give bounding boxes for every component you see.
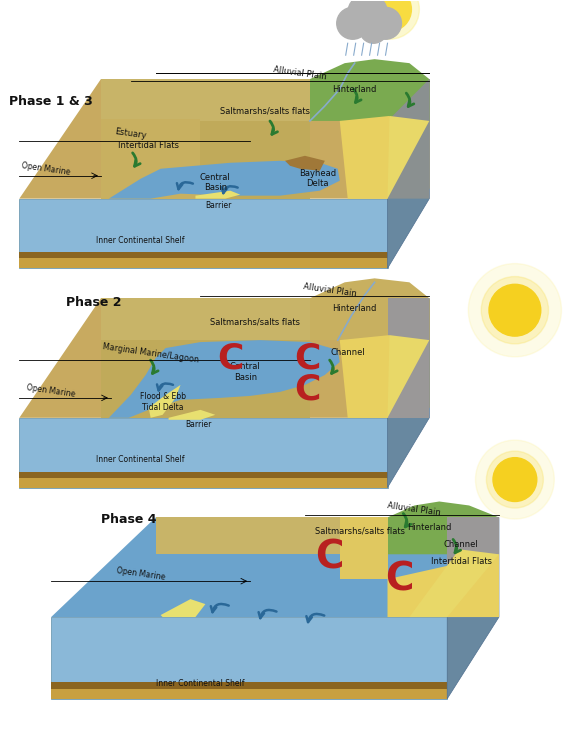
Polygon shape bbox=[409, 549, 499, 617]
Text: Saltmarshs/salts flats: Saltmarshs/salts flats bbox=[210, 318, 300, 327]
Text: Intertidal Flats: Intertidal Flats bbox=[431, 557, 492, 566]
Text: Hinterland: Hinterland bbox=[332, 304, 377, 313]
Polygon shape bbox=[101, 298, 310, 340]
Polygon shape bbox=[101, 79, 310, 121]
Polygon shape bbox=[19, 258, 387, 269]
Text: Barrier: Barrier bbox=[185, 421, 211, 429]
Polygon shape bbox=[51, 688, 447, 699]
Text: Central
Basin: Central Basin bbox=[200, 173, 231, 192]
Polygon shape bbox=[51, 517, 499, 617]
Text: Phase 4: Phase 4 bbox=[101, 513, 156, 526]
Polygon shape bbox=[51, 617, 447, 699]
Text: Alluvial Plain: Alluvial Plain bbox=[273, 65, 327, 81]
Polygon shape bbox=[310, 59, 429, 121]
Text: Saltmarshs/salts flats: Saltmarshs/salts flats bbox=[220, 106, 310, 115]
Text: Saltmarshs/salts flats: Saltmarshs/salts flats bbox=[315, 527, 405, 536]
Text: Open Marine: Open Marine bbox=[26, 383, 76, 399]
Polygon shape bbox=[109, 340, 340, 418]
Polygon shape bbox=[387, 554, 499, 617]
Polygon shape bbox=[447, 517, 499, 699]
Polygon shape bbox=[101, 121, 310, 199]
Text: Barrier: Barrier bbox=[205, 201, 231, 210]
Text: Phase 1 & 3: Phase 1 & 3 bbox=[9, 95, 93, 107]
Polygon shape bbox=[447, 517, 499, 617]
Polygon shape bbox=[387, 402, 429, 408]
Polygon shape bbox=[387, 298, 429, 418]
Text: Channel: Channel bbox=[330, 348, 365, 357]
Polygon shape bbox=[348, 335, 429, 418]
Polygon shape bbox=[195, 191, 240, 199]
Polygon shape bbox=[148, 385, 180, 418]
Text: Open Marine: Open Marine bbox=[21, 161, 71, 177]
Circle shape bbox=[337, 7, 368, 39]
Text: Intertidal Flats: Intertidal Flats bbox=[118, 142, 179, 150]
Text: Inner Continental Shelf: Inner Continental Shelf bbox=[96, 455, 185, 464]
Polygon shape bbox=[19, 418, 387, 487]
Polygon shape bbox=[340, 116, 390, 199]
Circle shape bbox=[360, 0, 419, 39]
Polygon shape bbox=[387, 501, 499, 554]
Polygon shape bbox=[160, 599, 205, 617]
Polygon shape bbox=[156, 517, 340, 554]
Circle shape bbox=[360, 15, 387, 43]
Polygon shape bbox=[101, 119, 201, 199]
Text: Marginal Marine/Lagoon: Marginal Marine/Lagoon bbox=[102, 342, 199, 364]
Circle shape bbox=[476, 440, 554, 519]
Polygon shape bbox=[285, 156, 325, 171]
Polygon shape bbox=[387, 298, 429, 487]
Polygon shape bbox=[19, 298, 429, 418]
Circle shape bbox=[468, 264, 562, 357]
Polygon shape bbox=[447, 601, 499, 607]
Polygon shape bbox=[387, 79, 429, 199]
Circle shape bbox=[493, 458, 537, 501]
Text: Open Marine: Open Marine bbox=[116, 567, 166, 582]
Text: Alluvial Plain: Alluvial Plain bbox=[303, 282, 357, 299]
Text: Inner Continental Shelf: Inner Continental Shelf bbox=[96, 236, 185, 245]
Polygon shape bbox=[387, 79, 429, 269]
Text: C: C bbox=[385, 560, 414, 598]
Polygon shape bbox=[348, 116, 429, 199]
Circle shape bbox=[481, 277, 548, 344]
Polygon shape bbox=[51, 682, 447, 688]
Text: Inner Continental Shelf: Inner Continental Shelf bbox=[156, 679, 245, 688]
Polygon shape bbox=[109, 161, 340, 199]
Text: Central
Basin: Central Basin bbox=[230, 363, 261, 382]
Polygon shape bbox=[19, 478, 387, 487]
Polygon shape bbox=[168, 410, 215, 420]
Polygon shape bbox=[19, 199, 387, 269]
Polygon shape bbox=[340, 517, 387, 579]
Text: Bayhead
Delta: Bayhead Delta bbox=[299, 169, 336, 189]
Polygon shape bbox=[447, 517, 499, 617]
Text: Hinterland: Hinterland bbox=[407, 523, 452, 532]
Text: C: C bbox=[316, 538, 344, 576]
Polygon shape bbox=[101, 340, 310, 418]
Polygon shape bbox=[310, 278, 429, 340]
Text: Flood & Ebb
Tidal Delta: Flood & Ebb Tidal Delta bbox=[140, 392, 186, 412]
Circle shape bbox=[348, 0, 387, 33]
Polygon shape bbox=[387, 298, 429, 418]
Polygon shape bbox=[19, 79, 429, 199]
Text: Channel: Channel bbox=[444, 539, 478, 549]
Circle shape bbox=[486, 451, 543, 508]
Polygon shape bbox=[387, 79, 429, 199]
Text: Estuary: Estuary bbox=[115, 127, 147, 140]
Text: C: C bbox=[295, 373, 321, 407]
Text: C: C bbox=[217, 341, 244, 375]
Polygon shape bbox=[340, 335, 390, 418]
Polygon shape bbox=[387, 183, 429, 189]
Circle shape bbox=[368, 0, 411, 32]
Text: Alluvial Plain: Alluvial Plain bbox=[387, 501, 442, 517]
Text: Hinterland: Hinterland bbox=[332, 84, 377, 93]
Text: C: C bbox=[295, 341, 321, 375]
Polygon shape bbox=[19, 252, 387, 258]
Circle shape bbox=[370, 7, 402, 39]
Polygon shape bbox=[19, 472, 387, 478]
Circle shape bbox=[489, 284, 541, 336]
Text: Phase 2: Phase 2 bbox=[66, 296, 121, 309]
